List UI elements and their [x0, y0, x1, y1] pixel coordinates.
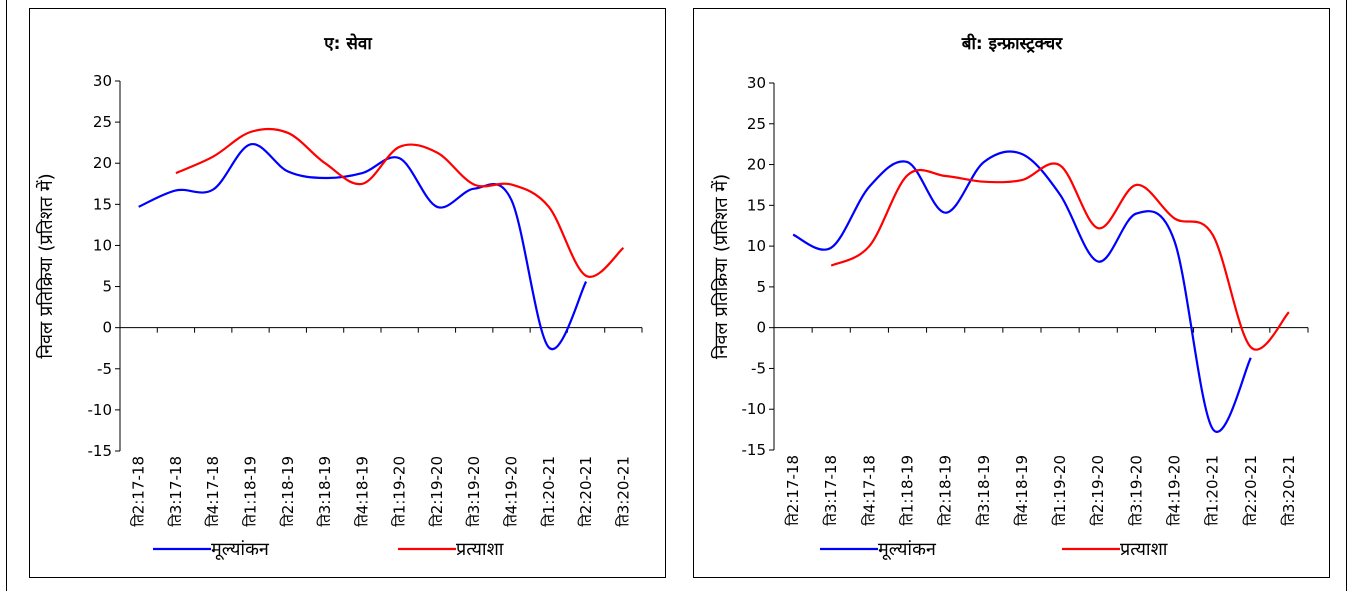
x-tick-label: ति1:18-19 — [242, 456, 260, 527]
legend-label: प्रत्याशा — [1120, 539, 1168, 560]
y-tick-label: -5 — [97, 360, 112, 378]
x-tick-label: ति4:17-18 — [204, 456, 222, 527]
y-tick-label: -15 — [742, 441, 767, 459]
x-tick-label: ति2:20-21 — [577, 456, 595, 527]
legend-label: प्रत्याशा — [456, 539, 504, 560]
chart-panel-infrastructure: बी: इन्फ्रास्ट्रक्चर 30 25 20 15 10 5 0 -5 -10 -15… — [693, 8, 1330, 578]
x-tick-label: ति2:19-20 — [428, 456, 446, 527]
series-line-expectation — [830, 162, 1290, 351]
y-axis-label: निवल प्रतिक्रिया (प्रतिशत में) — [35, 173, 57, 358]
x-tick-label: ति2:20-21 — [1242, 455, 1260, 526]
y-tick-label: -15 — [88, 442, 113, 460]
services-chart: ए: सेवा 30 25 20 15 10 5 0 -5 -10 -15 ति2:17-18 ति3:… — [35, 33, 643, 560]
x-tick-label: ति3:20-21 — [1280, 455, 1298, 526]
y-tick-label: 0 — [102, 319, 112, 337]
x-tick-label: ति3:17-18 — [167, 456, 185, 527]
y-axis-label: निवल प्रतिक्रिया (प्रतिशत में) — [710, 174, 732, 359]
y-tick-label: 5 — [756, 278, 766, 296]
x-tick-label: ति4:19-20 — [1166, 455, 1184, 526]
x-tick-label: ति1:20-21 — [540, 456, 558, 527]
y-tick-label: 25 — [747, 115, 766, 133]
x-tick-label: ति3:18-19 — [316, 456, 334, 527]
y-tick-label: 25 — [93, 113, 112, 131]
y-tick-label: 20 — [747, 156, 766, 174]
page-frame — [6, 0, 1347, 591]
y-tick-label: 20 — [93, 154, 112, 172]
y-tick-label: 10 — [93, 236, 112, 254]
x-tick-label: ति2:17-18 — [784, 455, 802, 526]
x-tick-label: ति2:17-18 — [130, 456, 148, 527]
x-tick-label: ति3:19-20 — [465, 456, 483, 527]
y-tick-label: 15 — [747, 196, 766, 214]
y-tick-label: 30 — [747, 74, 766, 92]
x-tick-label: ति3:17-18 — [822, 455, 840, 526]
x-tick-label: ति1:18-19 — [899, 455, 917, 526]
y-tick-label: -10 — [742, 400, 767, 418]
y-tick-label: -10 — [88, 401, 113, 419]
series-line-assessment — [138, 143, 588, 351]
series-line-expectation — [175, 127, 625, 278]
legend-label: मूल्यांकन — [878, 539, 937, 560]
x-tick-label: ति3:18-19 — [975, 455, 993, 526]
x-tick-label: ति2:18-19 — [937, 455, 955, 526]
x-tick-label: ति2:18-19 — [279, 456, 297, 527]
y-tick-label: 30 — [93, 72, 112, 90]
x-tick-label: ति4:18-19 — [353, 456, 371, 527]
x-tick-label: ति1:19-20 — [1051, 455, 1069, 526]
y-tick-label: -5 — [751, 359, 766, 377]
chart-title: बी: इन्फ्रास्ट्रक्चर — [961, 33, 1063, 54]
y-tick-label: 10 — [747, 237, 766, 255]
x-tick-label: ति4:19-20 — [503, 456, 521, 527]
x-tick-label: ति4:17-18 — [860, 455, 878, 526]
x-tick-label: ति1:20-21 — [1204, 455, 1222, 526]
x-tick-label: ति4:18-19 — [1013, 455, 1031, 526]
x-tick-label: ति3:19-20 — [1127, 455, 1145, 526]
x-tick-label: ति1:19-20 — [391, 456, 409, 527]
series-line-assessment — [792, 150, 1252, 433]
chart-panel-services: ए: सेवा 30 25 20 15 10 5 0 -5 -10 -15 ति2:17-18 ति3:… — [29, 8, 666, 578]
y-tick-label: 15 — [93, 195, 112, 213]
x-tick-label: ति3:20-21 — [614, 456, 632, 527]
infrastructure-chart: बी: इन्फ्रास्ट्रक्चर 30 25 20 15 10 5 0 -5 -10 -15… — [710, 33, 1309, 560]
y-tick-label: 0 — [756, 319, 766, 337]
y-tick-label: 5 — [102, 278, 112, 296]
legend-label: मूल्यांकन — [211, 539, 270, 560]
x-tick-label: ति2:19-20 — [1089, 455, 1107, 526]
chart-title: ए: सेवा — [323, 33, 372, 54]
